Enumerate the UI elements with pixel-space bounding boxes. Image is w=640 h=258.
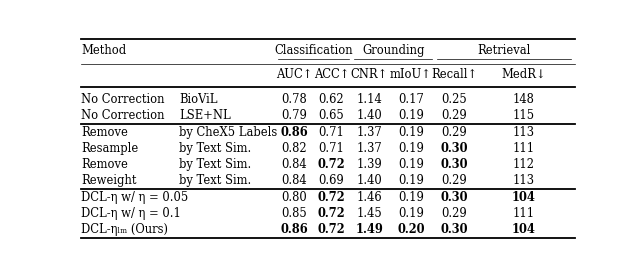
Text: 0.29: 0.29 [441,207,467,220]
Text: 1.37: 1.37 [356,142,382,155]
Text: 112: 112 [513,158,535,171]
Text: 0.19: 0.19 [398,109,424,122]
Text: Remove: Remove [81,126,129,139]
Text: 0.72: 0.72 [317,223,346,236]
Text: 1.40: 1.40 [356,174,382,188]
Text: 0.19: 0.19 [398,142,424,155]
Text: DCL-η w/ η = 0.05: DCL-η w/ η = 0.05 [81,191,189,204]
Text: 0.25: 0.25 [441,93,467,106]
Text: 0.30: 0.30 [440,142,468,155]
Text: 0.86: 0.86 [280,126,308,139]
Text: 0.86: 0.86 [280,223,308,236]
Text: DCL-ηₗₘ (Ours): DCL-ηₗₘ (Ours) [81,223,168,236]
Text: by Text Sim.: by Text Sim. [179,158,252,171]
Text: 1.46: 1.46 [356,191,382,204]
Text: 111: 111 [513,142,535,155]
Text: 0.17: 0.17 [398,93,424,106]
Text: 0.85: 0.85 [282,207,307,220]
Text: Reweight: Reweight [81,174,137,188]
Text: 0.72: 0.72 [317,191,346,204]
Text: 0.29: 0.29 [441,126,467,139]
Text: Remove: Remove [81,158,129,171]
Text: 0.84: 0.84 [282,174,307,188]
Text: by CheX5 Labels: by CheX5 Labels [179,126,278,139]
Text: Method: Method [81,44,127,57]
Text: 0.72: 0.72 [317,207,346,220]
Text: No Correction: No Correction [81,93,165,106]
Text: 0.71: 0.71 [319,126,344,139]
Text: Recall↑: Recall↑ [431,68,477,81]
Text: No Correction: No Correction [81,109,165,122]
Text: LSE+NL: LSE+NL [179,109,231,122]
Text: mIoU↑: mIoU↑ [390,68,432,81]
Text: 0.29: 0.29 [441,109,467,122]
Text: BioViL: BioViL [179,93,218,106]
Text: 0.19: 0.19 [398,191,424,204]
Text: 1.45: 1.45 [356,207,382,220]
Text: 0.30: 0.30 [440,223,468,236]
Text: 0.20: 0.20 [397,223,424,236]
Text: 0.19: 0.19 [398,207,424,220]
Text: 0.19: 0.19 [398,158,424,171]
Text: Grounding: Grounding [362,44,424,57]
Text: 0.82: 0.82 [282,142,307,155]
Text: 113: 113 [513,174,535,188]
Text: 0.30: 0.30 [440,158,468,171]
Text: 0.65: 0.65 [319,109,344,122]
Text: by Text Sim.: by Text Sim. [179,174,252,188]
Text: by Text Sim.: by Text Sim. [179,142,252,155]
Text: 1.37: 1.37 [356,126,382,139]
Text: Resample: Resample [81,142,139,155]
Text: 1.40: 1.40 [356,109,382,122]
Text: 0.30: 0.30 [440,191,468,204]
Text: CNR↑: CNR↑ [351,68,388,81]
Text: 0.79: 0.79 [282,109,307,122]
Text: 111: 111 [513,207,535,220]
Text: 1.14: 1.14 [356,93,382,106]
Text: 0.29: 0.29 [441,174,467,188]
Text: DCL-η w/ η = 0.1: DCL-η w/ η = 0.1 [81,207,181,220]
Text: 104: 104 [512,223,536,236]
Text: 0.19: 0.19 [398,126,424,139]
Text: 0.80: 0.80 [282,191,307,204]
Text: 0.78: 0.78 [282,93,307,106]
Text: 104: 104 [512,191,536,204]
Text: 0.69: 0.69 [319,174,344,188]
Text: Retrieval: Retrieval [477,44,531,57]
Text: 0.71: 0.71 [319,142,344,155]
Text: ACC↑: ACC↑ [314,68,349,81]
Text: 0.19: 0.19 [398,174,424,188]
Text: MedR↓: MedR↓ [502,68,546,81]
Text: 115: 115 [513,109,535,122]
Text: 0.84: 0.84 [282,158,307,171]
Text: Classification: Classification [275,44,353,57]
Text: 148: 148 [513,93,535,106]
Text: 0.72: 0.72 [317,158,346,171]
Text: 1.39: 1.39 [356,158,382,171]
Text: 0.62: 0.62 [319,93,344,106]
Text: 1.49: 1.49 [355,223,383,236]
Text: 113: 113 [513,126,535,139]
Text: AUC↑: AUC↑ [276,68,312,81]
